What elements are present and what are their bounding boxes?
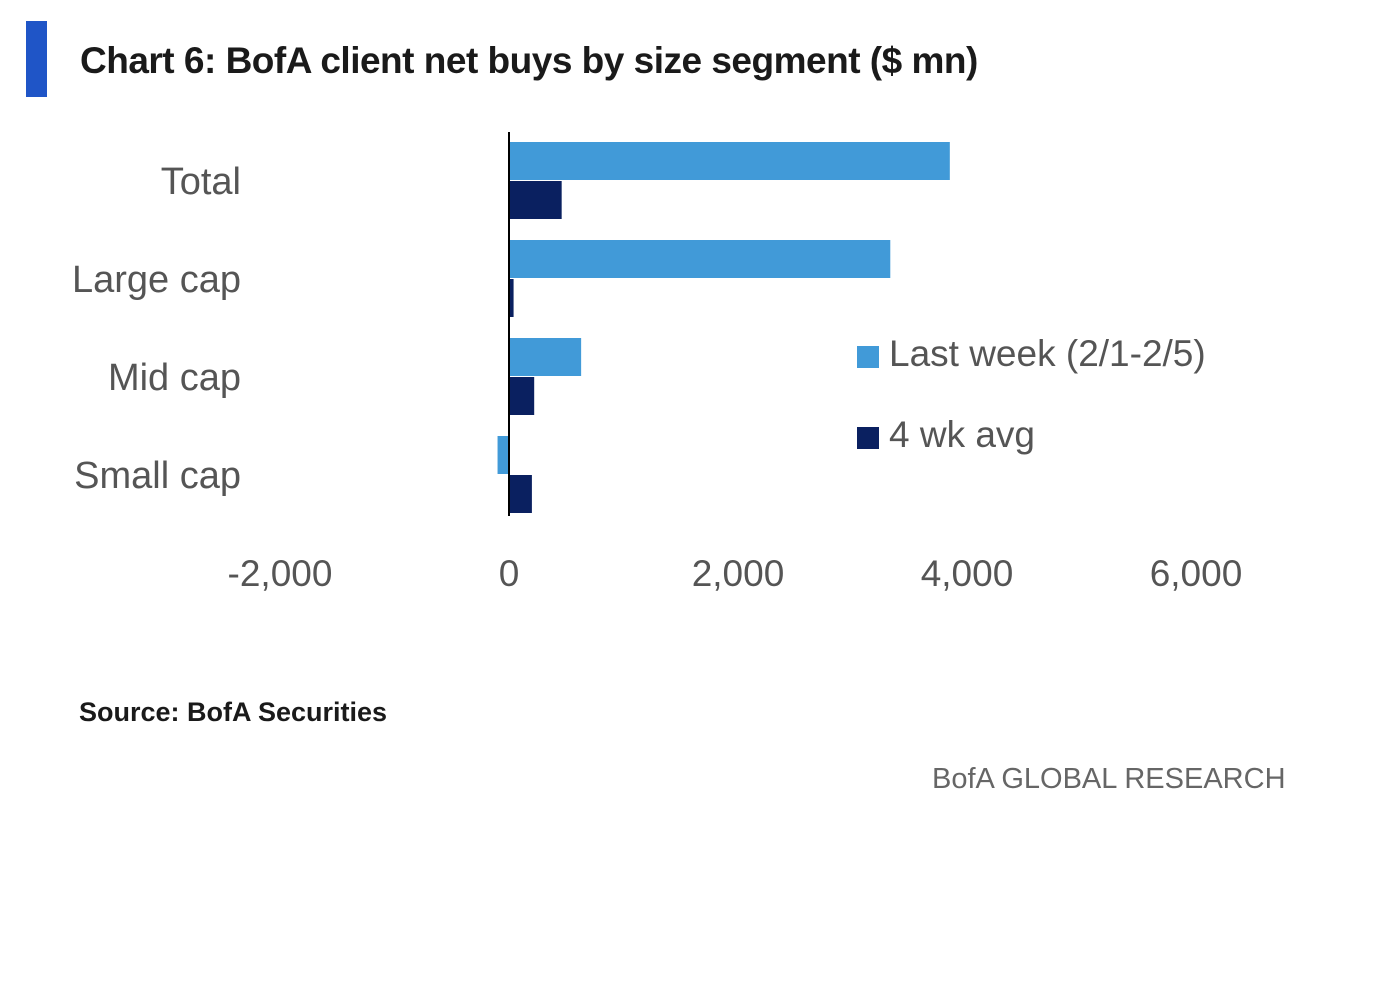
bar-last-week-2 [509,338,582,376]
legend-label-avg: 4 wk avg [889,414,1035,455]
legend-swatch-avg [857,427,879,449]
x-tick-label: 0 [499,553,520,594]
chart-title: Chart 6: BofA client net buys by size se… [80,40,978,81]
category-label: Large cap [72,259,241,301]
category-label: Total [161,161,241,203]
legend-label-last-week: Last week (2/1-2/5) [889,333,1206,374]
bar-last-week-0 [509,142,950,180]
bar-last-week-3 [497,436,509,474]
x-tick-label: -2,000 [228,553,333,594]
x-tick-label: 4,000 [921,553,1014,594]
bar-avg-3 [509,475,532,513]
bar-avg-1 [509,279,514,317]
bar-avg-0 [509,181,562,219]
x-tick-label: 2,000 [692,553,785,594]
category-label: Small cap [74,455,241,497]
bar-last-week-1 [509,240,891,278]
source-note: Source: BofA Securities [79,697,388,727]
bar-avg-2 [509,377,535,415]
title-accent-bar [26,21,47,97]
category-label: Mid cap [108,357,241,399]
x-tick-label: 6,000 [1150,553,1243,594]
legend-swatch-last-week [857,346,879,368]
footer-brand: BofA GLOBAL RESEARCH [932,763,1286,795]
